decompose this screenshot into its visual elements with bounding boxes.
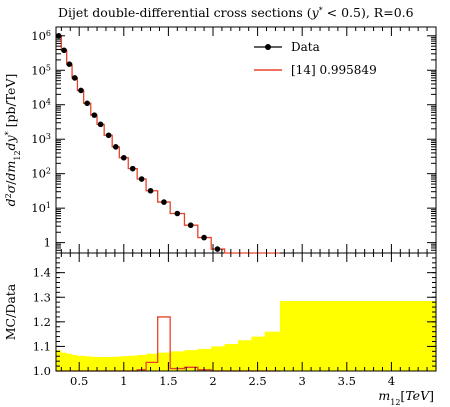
data-point (147, 187, 154, 194)
y-tick-label: 102 (31, 166, 51, 181)
legend-data-label: Data (291, 40, 320, 54)
x-tick-label: 1 (120, 374, 127, 388)
data-point (214, 246, 221, 252)
data-point (138, 176, 145, 182)
ratio-panel (55, 252, 437, 372)
data-point (91, 112, 98, 118)
y-tick-label: 101 (31, 201, 51, 216)
data-point (187, 222, 194, 229)
ratio-y-tick-label: 1.3 (33, 290, 51, 304)
data-point (71, 75, 78, 81)
ratio-y-axis-label: MC/Data (3, 283, 18, 340)
data-point (112, 144, 119, 150)
data-point (105, 132, 112, 139)
ratio-y-tick-label: 1.4 (33, 266, 51, 280)
x-tick-label: 0.5 (70, 374, 88, 388)
data-point (201, 234, 207, 241)
x-tick-label: 2.5 (248, 374, 266, 388)
main-panel-frame (55, 26, 437, 254)
data-point (120, 154, 127, 161)
chart-title: Dijet double-differential cross sections… (58, 5, 414, 20)
legend-mc-label: [14] 0.995849 (291, 63, 377, 77)
y-tick-label: 1 (44, 236, 51, 250)
legend: Data [14] 0.995849 (254, 40, 377, 77)
data-point (78, 87, 84, 94)
x-tick-label: 1.5 (159, 374, 177, 388)
x-axis-label: m12[TeV] (378, 388, 434, 407)
y-tick-label: 104 (31, 97, 51, 112)
x-tick-label: 3.5 (338, 374, 356, 388)
data-point (97, 121, 104, 128)
data-point (84, 100, 91, 107)
ratio-y-tick-label: 1.2 (33, 315, 51, 329)
ratio-y-tick-label: 1.0 (33, 364, 51, 378)
data-point (66, 61, 73, 68)
main-mc-line (56, 35, 280, 254)
legend-data-marker (265, 44, 271, 50)
y-tick-label: 103 (31, 132, 51, 147)
ratio-y-tick-label: 1.1 (33, 339, 51, 353)
x-tick-label: 2 (209, 374, 216, 388)
ratio-uncertainty-band (56, 300, 436, 371)
data-point (129, 165, 136, 172)
data-point (174, 210, 181, 217)
x-tick-label: 3 (299, 374, 306, 388)
data-point (161, 199, 167, 205)
y-tick-label: 105 (31, 63, 51, 78)
main-y-axis-label: d2σ/dm12dy* [pb/TeV] (3, 74, 22, 207)
main-panel (55, 26, 437, 254)
x-tick-label: 4 (388, 374, 395, 388)
y-tick-label: 106 (31, 28, 51, 43)
data-point (61, 47, 67, 54)
